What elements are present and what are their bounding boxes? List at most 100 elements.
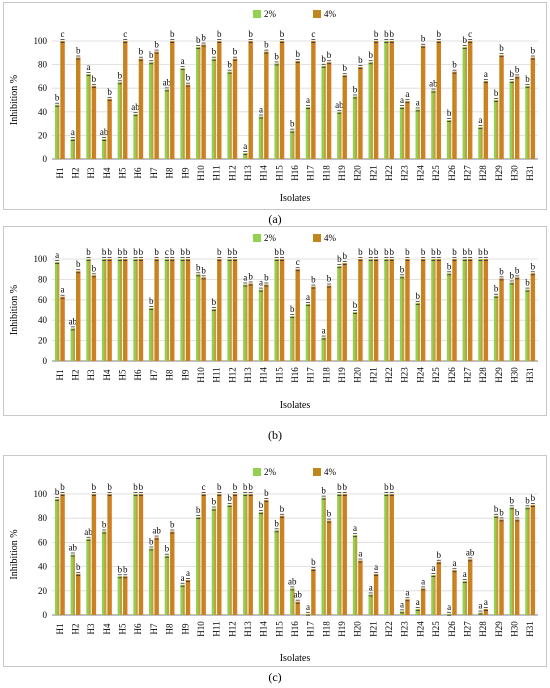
bar <box>452 570 457 615</box>
bar-shade <box>391 494 394 615</box>
x-tick-label: H2 <box>71 168 81 179</box>
data-label: b <box>531 46 536 56</box>
data-label: b <box>170 520 175 530</box>
x-tick-label: H23 <box>400 367 410 383</box>
bar-shade <box>501 55 504 159</box>
data-label: b <box>337 254 342 264</box>
bar-shade <box>329 62 332 159</box>
bar-shade <box>339 266 342 361</box>
bar-shade <box>214 58 217 160</box>
legend-swatch <box>253 468 261 476</box>
panel-b: 0 20 40 60 80 100 Inhibition % Isolates 2% 4% a a H1… <box>3 226 547 416</box>
bar <box>493 100 499 159</box>
x-tick-label: H31 <box>525 165 535 181</box>
x-tick-label: H24 <box>415 621 425 637</box>
bar-shade <box>104 259 107 361</box>
legend-entry: 4% <box>324 9 337 19</box>
data-label: a <box>243 273 247 283</box>
x-tick-label: H13 <box>243 367 253 383</box>
data-label: b <box>107 247 112 257</box>
data-label: ab <box>100 127 109 137</box>
bar-shade <box>141 259 144 361</box>
bar-shade <box>323 497 326 615</box>
bar-shade <box>219 494 222 615</box>
bar-shade <box>109 259 112 361</box>
x-tick-label: H26 <box>447 165 457 181</box>
bar <box>399 276 405 361</box>
bar-shade <box>470 41 473 159</box>
bar <box>483 608 489 615</box>
bar <box>138 494 144 615</box>
data-label: ab <box>288 576 297 586</box>
bar-shade <box>88 74 91 159</box>
x-tick-label: H6 <box>133 623 143 634</box>
data-label: b <box>233 482 238 492</box>
x-tick-label: H10 <box>196 621 206 637</box>
data-label: b <box>374 29 379 39</box>
data-label: b <box>92 263 97 273</box>
y-tick-label: 40 <box>38 315 48 325</box>
data-label: b <box>384 482 389 492</box>
bar <box>227 259 232 361</box>
bar-shade <box>172 259 175 361</box>
bar <box>274 530 279 615</box>
legend-swatch <box>313 468 321 476</box>
data-label: b <box>321 54 326 64</box>
bar <box>342 263 347 361</box>
bar-shade <box>156 51 159 160</box>
data-label: c <box>468 29 472 39</box>
x-tick-label: H16 <box>290 165 300 181</box>
data-label: b <box>447 108 452 118</box>
x-tick-label: H29 <box>494 621 504 637</box>
bar <box>264 284 269 361</box>
bar-shade <box>198 274 201 361</box>
bar-shade <box>391 41 394 159</box>
x-tick-label: H20 <box>353 621 363 637</box>
data-label: a <box>61 285 65 295</box>
bar-shade <box>266 284 269 361</box>
bar <box>321 337 326 361</box>
data-label: a <box>259 105 263 115</box>
data-label: b <box>421 34 426 44</box>
bar-shade <box>449 120 452 159</box>
bar <box>279 259 285 361</box>
y-tick-label: 0 <box>43 154 48 164</box>
data-label: b <box>217 247 222 257</box>
bar-shade <box>329 285 332 361</box>
bar <box>493 295 499 361</box>
bar-shade <box>235 58 238 160</box>
data-label: b <box>515 507 520 517</box>
bar <box>117 82 123 159</box>
data-label: a <box>400 599 404 609</box>
bar-shade <box>313 569 316 615</box>
data-label: b <box>55 487 60 497</box>
bar-shade <box>104 138 107 159</box>
x-tick-label: H20 <box>353 367 363 383</box>
data-label: b <box>400 264 405 274</box>
bar-shade <box>339 494 342 615</box>
data-label: b <box>274 518 279 528</box>
bar-shade <box>533 57 536 159</box>
bar <box>384 494 389 615</box>
bar-shade <box>517 519 520 615</box>
x-tick-label: H6 <box>133 369 143 380</box>
bar <box>248 494 253 615</box>
x-tick-label: H23 <box>400 621 410 637</box>
bar-shade <box>297 61 300 160</box>
data-label: b <box>499 266 504 276</box>
data-label: a <box>71 127 75 137</box>
bar-shade <box>512 81 514 159</box>
bar <box>264 500 269 615</box>
bar-shade <box>376 259 379 361</box>
bar-shade <box>486 81 489 159</box>
bar-shade <box>250 283 253 361</box>
bar-shade <box>109 98 112 159</box>
data-label: b <box>510 69 515 79</box>
bar <box>368 259 373 361</box>
x-tick-label: H1 <box>55 168 65 179</box>
bar <box>279 515 285 615</box>
bar <box>514 76 520 159</box>
caption-c: (c) <box>268 670 282 684</box>
data-label: b <box>259 500 264 510</box>
